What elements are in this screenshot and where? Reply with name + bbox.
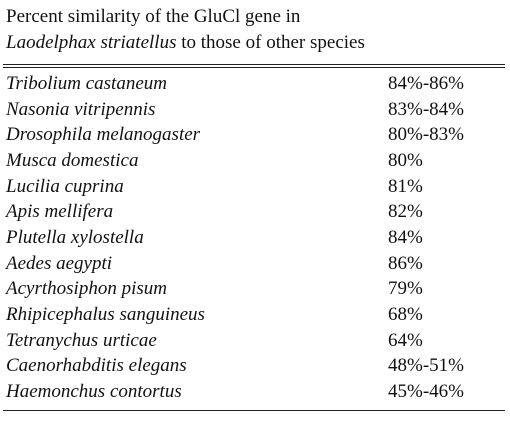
table-row: Acyrthosiphon pisum 79% <box>3 277 505 303</box>
table-row: Haemonchus contortus 45%-46% <box>3 379 505 405</box>
table-body: Tribolium castaneum 84%-86% Nasonia vitrip… <box>3 71 505 405</box>
species-cell: Caenorhabditis elegans <box>6 355 187 377</box>
similarity-cell: 84%-86% <box>388 72 464 94</box>
table-row: Tetranychus urticae 64% <box>3 328 505 354</box>
species-cell: Acyrthosiphon pisum <box>6 278 167 300</box>
table-row: Plutella xylostella 84% <box>3 225 505 251</box>
similarity-cell: 45%-46% <box>388 381 464 403</box>
top-rule <box>3 64 505 65</box>
similarity-cell: 81% <box>388 175 423 197</box>
similarity-cell: 48%-51% <box>388 355 464 377</box>
table-row: Lucilia cuprina 81% <box>3 174 505 200</box>
species-cell: Lucilia cuprina <box>6 175 124 197</box>
species-cell: Tribolium castaneum <box>6 72 167 94</box>
similarity-cell: 64% <box>388 329 423 351</box>
species-cell: Drosophila melanogaster <box>6 124 201 146</box>
species-cell: Nasonia vitripennis <box>6 98 156 120</box>
table-row: Drosophila melanogaster 80%-83% <box>3 122 505 148</box>
caption-species-name: Laodelphax striatellus <box>6 32 177 53</box>
similarity-cell: 80%-83% <box>388 124 464 146</box>
table-row: Apis mellifera 82% <box>3 199 505 225</box>
table-row: Tribolium castaneum 84%-86% <box>3 71 505 97</box>
species-cell: Haemonchus contortus <box>6 381 182 403</box>
table-row: Rhipicephalus sanguineus 68% <box>3 302 505 328</box>
similarity-cell: 84% <box>388 226 423 248</box>
header-rule <box>3 67 505 68</box>
similarity-cell: 83%-84% <box>388 98 464 120</box>
similarity-table-figure: Percent similarity of the GluCl gene in … <box>3 4 505 411</box>
table-row: Nasonia vitripennis 83%-84% <box>3 97 505 123</box>
similarity-table: Tribolium castaneum 84%-86% Nasonia vitrip… <box>3 71 505 405</box>
caption-line-1: Percent similarity of the GluCl gene in <box>6 6 301 27</box>
caption-line-2: Laodelphax striatellus to those of other… <box>6 30 505 56</box>
species-cell: Musca domestica <box>6 149 139 171</box>
similarity-cell: 79% <box>388 278 423 300</box>
species-cell: Apis mellifera <box>6 201 114 223</box>
species-cell: Plutella xylostella <box>6 226 144 248</box>
caption-line-2-rest: to those of other species <box>176 32 365 53</box>
bottom-rule <box>3 409 505 411</box>
table-row: Caenorhabditis elegans 48%-51% <box>3 354 505 380</box>
similarity-cell: 86% <box>388 252 423 274</box>
similarity-cell: 68% <box>388 304 423 326</box>
similarity-cell: 82% <box>388 201 423 223</box>
table-row: Aedes aegypti 86% <box>3 251 505 277</box>
species-cell: Tetranychus urticae <box>6 329 157 351</box>
species-cell: Aedes aegypti <box>6 252 113 274</box>
table-row: Musca domestica 80% <box>3 148 505 174</box>
species-cell: Rhipicephalus sanguineus <box>6 304 205 326</box>
similarity-cell: 80% <box>388 149 423 171</box>
table-caption: Percent similarity of the GluCl gene in … <box>3 4 505 56</box>
